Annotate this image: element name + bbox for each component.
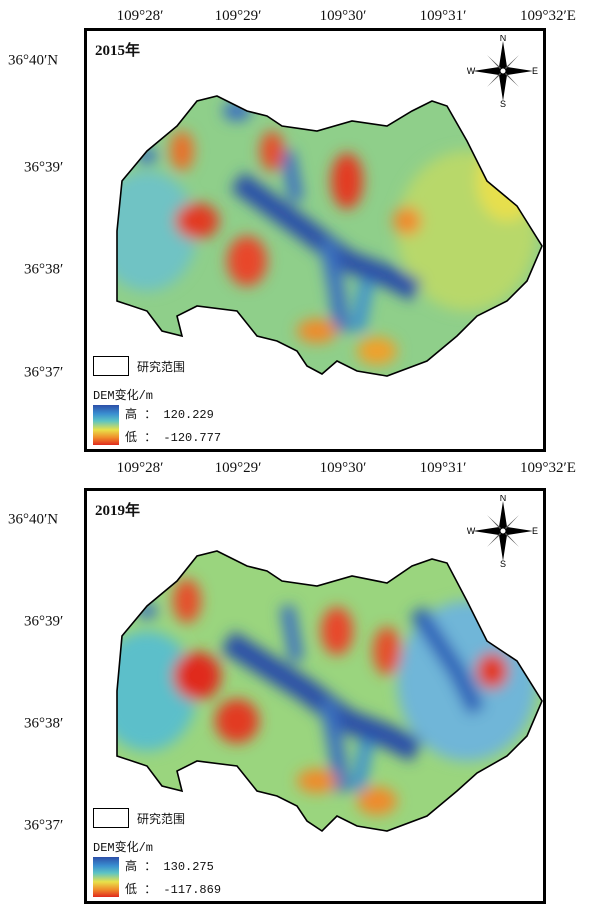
study-area-boundary [116, 95, 543, 377]
boundary-label: 研究范围 [137, 811, 186, 826]
color-ramp [93, 857, 119, 897]
boundary-swatch [93, 356, 129, 376]
map-panel-2015: 109°28′ 109°29′ 109°30′ 109°31′ 109°32′E… [8, 8, 576, 452]
map-frame: 2015年 [84, 28, 546, 452]
dem-change-map [116, 95, 543, 377]
low-value: ： -117.869 [144, 883, 222, 897]
lon-tick: 109°31′ [419, 8, 467, 24]
compass-s: S [500, 99, 506, 107]
lat-tick: 36°40′N [8, 52, 59, 69]
compass-rose-icon: N S E W [467, 35, 538, 107]
lat-tick: 36°38′ [24, 715, 64, 732]
compass-rose-icon: N S E W [467, 495, 538, 567]
legend: 研究范围 DEM变化/m 高 ： 130.275 低 ： -117.869 [93, 808, 221, 897]
lon-tick: 109°28′ [116, 460, 164, 476]
color-ramp [93, 405, 119, 445]
map-panel-2019: 109°28′ 109°29′ 109°30′ 109°31′ 109°32′E… [0, 452, 591, 904]
lat-tick: 36°38′ [24, 261, 64, 278]
high-value: ： 130.275 [144, 860, 214, 874]
lon-tick: 109°31′ [419, 460, 467, 476]
compass-w: W [467, 526, 476, 536]
high-prefix: 高 [125, 408, 138, 422]
lat-tick: 36°40′N [8, 511, 59, 528]
color-ramp-row: 高 ： 130.275 低 ： -117.869 [93, 857, 221, 897]
study-area-boundary [116, 550, 543, 833]
compass-e: E [532, 66, 538, 76]
compass-w: W [467, 66, 476, 76]
legend-boundary-item: 研究范围 [93, 356, 221, 376]
legend-high: 高 ： 130.275 [125, 857, 221, 874]
lon-tick: 109°32′E [520, 460, 576, 476]
compass-e: E [532, 526, 538, 536]
compass-n: N [500, 495, 507, 503]
lon-tick: 109°29′ [214, 460, 262, 476]
boundary-label: 研究范围 [137, 359, 186, 374]
lat-tick: 36°37′ [24, 817, 64, 834]
map-frame: 2019年 [84, 488, 546, 904]
legend-low: 低 ： -120.777 [125, 428, 221, 445]
year-label: 2019年 [95, 503, 141, 519]
legend-boundary-item: 研究范围 [93, 808, 221, 828]
lon-tick: 109°29′ [214, 8, 262, 24]
color-ramp-row: 高 ： 120.229 低 ： -120.777 [93, 405, 221, 445]
dem-change-map [116, 550, 543, 833]
low-value: ： -120.777 [144, 431, 222, 445]
legend: 研究范围 DEM变化/m 高 ： 120.229 低 ： -120.777 [93, 356, 221, 445]
lon-tick: 109°30′ [319, 8, 367, 24]
lat-tick: 36°39′ [24, 159, 64, 176]
low-prefix: 低 [125, 883, 138, 897]
lat-tick: 36°37′ [24, 364, 64, 381]
year-label: 2015年 [95, 43, 141, 59]
high-value: ： 120.229 [144, 408, 214, 422]
lon-tick: 109°30′ [319, 460, 367, 476]
high-prefix: 高 [125, 860, 138, 874]
lon-tick: 109°32′E [520, 8, 576, 24]
lat-tick: 36°39′ [24, 613, 64, 630]
ramp-labels: 高 ： 130.275 低 ： -117.869 [125, 857, 221, 897]
compass-n: N [500, 35, 507, 43]
boundary-swatch [93, 808, 129, 828]
ramp-labels: 高 ： 120.229 低 ： -120.777 [125, 405, 221, 445]
legend-high: 高 ： 120.229 [125, 405, 221, 422]
legend-title: DEM变化/m [93, 389, 154, 403]
legend-title: DEM变化/m [93, 841, 154, 855]
legend-low: 低 ： -117.869 [125, 880, 221, 897]
low-prefix: 低 [125, 431, 138, 445]
compass-s: S [500, 559, 506, 567]
lon-tick: 109°28′ [116, 8, 164, 24]
